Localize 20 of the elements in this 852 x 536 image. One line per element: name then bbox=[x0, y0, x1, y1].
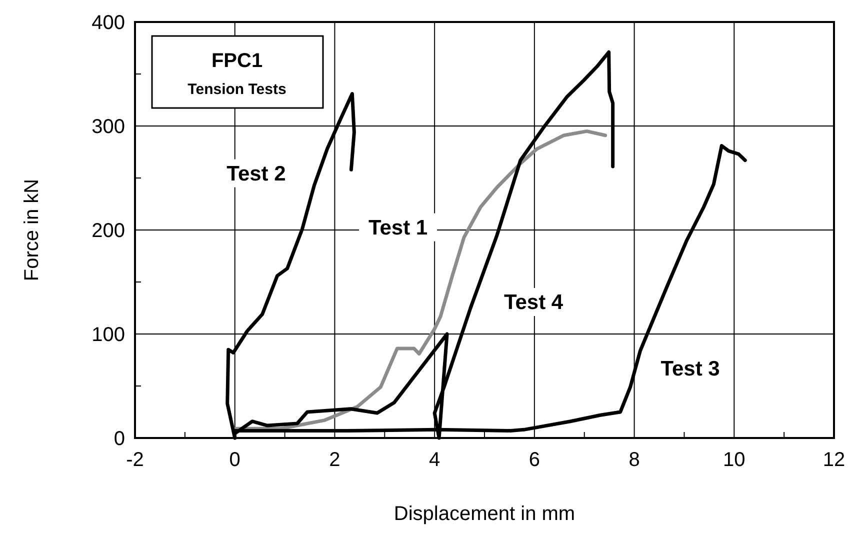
y-tick-label: 200 bbox=[92, 220, 125, 242]
y-axis-title: Force in kN bbox=[21, 178, 43, 282]
x-tick-label: 10 bbox=[723, 449, 746, 471]
y-tick-label: 100 bbox=[92, 324, 125, 346]
x-tick-label: 6 bbox=[528, 449, 540, 471]
x-tick-label: -2 bbox=[126, 449, 144, 471]
x-axis-title: Displacement in mm bbox=[394, 503, 576, 525]
x-tick-label: 2 bbox=[329, 449, 340, 471]
x-tick-label: 4 bbox=[429, 449, 440, 471]
annotation: Test 4 bbox=[504, 291, 564, 314]
x-tick-label: 0 bbox=[229, 449, 240, 471]
x-tick-label: 12 bbox=[822, 449, 846, 471]
y-tick-label: 400 bbox=[92, 12, 125, 34]
annotation: Test 3 bbox=[660, 358, 720, 381]
x-tick-label: 8 bbox=[628, 449, 640, 471]
annotation: Test 1 bbox=[368, 216, 428, 240]
y-tick-label: 300 bbox=[92, 116, 125, 138]
title-box: FPC1 Tension Tests bbox=[151, 35, 324, 109]
annotation: Test 2 bbox=[226, 162, 286, 186]
y-tick-label: 0 bbox=[114, 428, 125, 450]
